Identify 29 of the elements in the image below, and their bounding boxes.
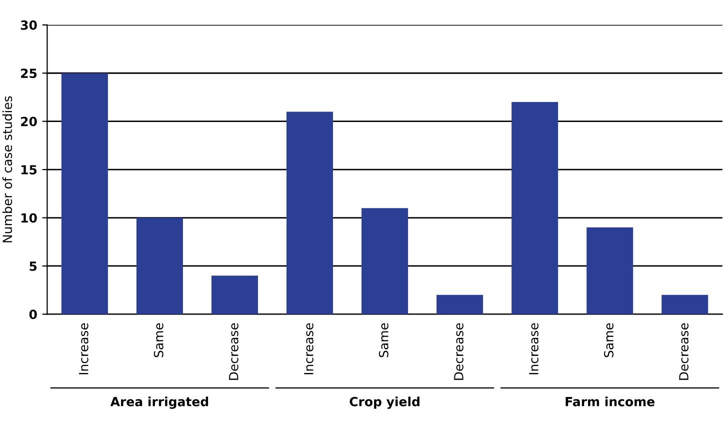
- bar: [662, 294, 708, 314]
- x-tick-label: Increase: [529, 323, 538, 374]
- x-tick-label: Decrease: [454, 323, 464, 380]
- x-tick-label: Same: [154, 323, 164, 358]
- x-tick-label: Increase: [304, 323, 314, 374]
- text: Crop yield: [350, 396, 420, 409]
- bar: [136, 218, 183, 314]
- y-tick-label: 30: [20, 20, 37, 30]
- x-tick-label: Same: [378, 323, 388, 358]
- x-tick-label: Decrease: [679, 323, 688, 380]
- text: Farm income: [566, 396, 654, 406]
- x-tick-label: Increase: [79, 323, 88, 374]
- y-axis-title: Number of case studies: [2, 96, 12, 242]
- bar: [362, 208, 408, 314]
- bar: [436, 294, 484, 314]
- y-tick-label: 15: [21, 165, 37, 174]
- bar: [512, 102, 558, 314]
- bar: [211, 276, 258, 314]
- y-tick-label: 5: [30, 262, 37, 271]
- x-tick-label: Decrease: [229, 323, 238, 380]
- y-tick-label: 20: [21, 116, 37, 126]
- bar: [586, 227, 634, 314]
- y-tick-label: 10: [21, 213, 37, 223]
- y-tick-label: 25: [21, 68, 37, 78]
- y-tick-label: 0: [29, 310, 37, 320]
- text: Area irrigated: [110, 396, 208, 409]
- bar: [286, 112, 334, 314]
- x-tick-label: Same: [604, 323, 614, 358]
- bar: [61, 73, 108, 314]
